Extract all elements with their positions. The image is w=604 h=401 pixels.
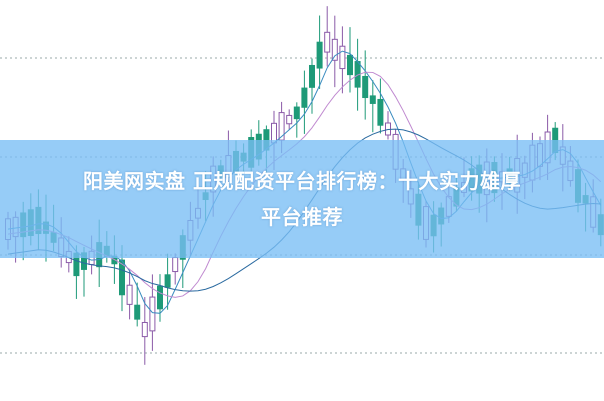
candle-body [309, 64, 315, 88]
candle-body [377, 98, 384, 126]
candle-body [134, 304, 141, 320]
candle-body [324, 31, 331, 53]
candle-body [339, 45, 346, 70]
title-banner [0, 140, 604, 258]
candle-body [286, 114, 293, 125]
candle-body [331, 38, 338, 61]
candle-body [362, 75, 369, 99]
candle-body [172, 257, 179, 273]
candle-body [119, 259, 125, 296]
title-line-2: 平台推荐 [261, 205, 343, 229]
candle-body [164, 274, 171, 288]
candle-body [126, 284, 133, 305]
candle-body [293, 106, 300, 120]
candle-body [157, 285, 163, 310]
candle-body [141, 321, 148, 338]
candle-body [316, 41, 323, 69]
candle-body [369, 95, 376, 104]
candle-body [347, 54, 353, 76]
candle-body [301, 87, 308, 108]
title-line-1: 阳美网实盘 正规配资平台排行榜：十大实力雄厚 [83, 169, 521, 193]
candle-body [149, 296, 156, 332]
page-title: 阳美网实盘 正规配资平台排行榜：十大实力雄厚 平台推荐 [0, 163, 604, 235]
